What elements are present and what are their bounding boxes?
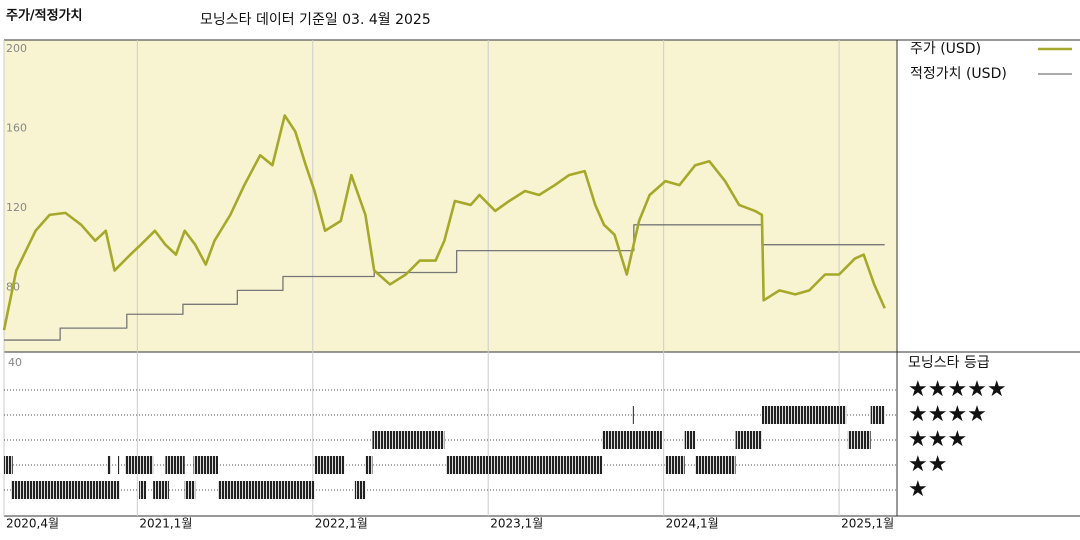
rating-axis-label: 40 [8,356,22,369]
rating-segment [125,456,154,474]
rating-segment [11,481,120,499]
rating-label: ★★★ [908,427,967,452]
rating-label: ★★★★★ [908,377,1007,402]
rating-segment [314,456,345,474]
rating-segment [153,481,169,499]
rating-segment [365,456,373,474]
chart-title: 주가/적정가치 [6,8,83,24]
plot-background [4,40,897,352]
rating-segment [735,431,762,449]
rating-label: ★★ [908,452,947,477]
x-tick-label: 2021,1월 [139,517,192,531]
x-tick-label: 2024,1월 [666,517,719,531]
series-line [2,114,886,331]
legend-label: 주가 (USD) [910,41,981,57]
y-tick-label: 120 [6,201,27,214]
rating-segment [139,481,147,499]
y-tick-label: 200 [6,42,27,55]
x-tick-label: 2022,1월 [315,517,368,531]
rating-segment [847,431,871,449]
rating-segment [632,406,634,424]
rating-segment [218,481,315,499]
x-tick-label: 2025,1월 [841,517,894,531]
rating-segment [761,406,847,424]
rating-segment [107,456,112,474]
rating-segment [602,431,662,449]
rating-label: ★ [908,477,928,502]
rating-label: ★★★★ [908,402,987,427]
rating-segment [695,456,736,474]
y-tick-label: 160 [6,121,27,134]
rating-segment [4,456,13,474]
rating-segment [118,456,120,474]
rating-segment [184,481,196,499]
rating-segment [165,456,185,474]
rating-segment [446,456,603,474]
rating-title: 모닝스타 등급 [908,355,990,371]
rating-segment [193,456,219,474]
rating-segment [870,406,885,424]
series-line [4,224,885,341]
x-tick-label: 2023,1월 [490,517,543,531]
rating-segment [372,431,445,449]
chart-subtitle: 모닝스타 데이터 기준일 03. 4월 2025 [200,12,431,28]
x-tick-label: 2020,4월 [6,517,59,531]
rating-segment [354,481,366,499]
rating-segment [665,456,685,474]
legend-label: 적정가치 (USD) [910,66,1007,82]
rating-segment [684,431,696,449]
